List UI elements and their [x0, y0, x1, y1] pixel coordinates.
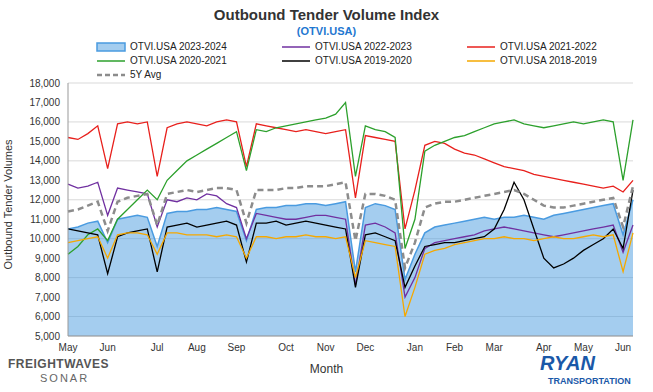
html-text:OTVI.USA 2023-2024: OTVI.USA 2023-2024	[130, 41, 227, 52]
svg-text:18,000: 18,000	[29, 78, 60, 89]
html-text:Month: Month	[309, 362, 344, 376]
html-text:Outbound Tender Volume Index: Outbound Tender Volume Index	[213, 6, 440, 23]
svg-text:17,000: 17,000	[29, 97, 60, 108]
html-text:OTVI.USA 2020-2021: OTVI.USA 2020-2021	[130, 55, 227, 66]
svg-text:May: May	[574, 342, 593, 353]
html-text:RYAN: RYAN	[540, 352, 595, 374]
svg-text:Nov: Nov	[317, 342, 335, 353]
svg-text:14,000: 14,000	[29, 155, 60, 166]
html-text:OTVI.USA 2021-2022: OTVI.USA 2021-2022	[500, 41, 597, 52]
svg-text:Outbound Tender Volumes: Outbound Tender Volumes	[8, 139, 14, 270]
html-text:OTVI.USA 2019-2020: OTVI.USA 2019-2020	[315, 55, 412, 66]
svg-text:Sep: Sep	[228, 342, 246, 353]
svg-text:12,000: 12,000	[29, 194, 60, 205]
svg-text:10,000: 10,000	[29, 233, 60, 244]
svg-text:Aug: Aug	[188, 342, 206, 353]
html-text:FREIGHTWAVES: FREIGHTWAVES	[8, 357, 110, 371]
svg-text:5,000: 5,000	[35, 331, 60, 342]
html-text:TRANSPORTATION: TRANSPORTATION	[548, 376, 631, 386]
svg-text:16,000: 16,000	[29, 116, 60, 127]
html-text:SONAR: SONAR	[40, 372, 90, 384]
svg-text:May: May	[59, 342, 78, 353]
svg-text:Jul: Jul	[151, 342, 164, 353]
svg-text:15,000: 15,000	[29, 136, 60, 147]
svg-text:7,000: 7,000	[35, 292, 60, 303]
html-text:OTVI.USA 2018-2019: OTVI.USA 2018-2019	[500, 55, 597, 66]
svg-text:11,000: 11,000	[30, 214, 60, 225]
svg-text:Jan: Jan	[407, 342, 423, 353]
svg-text:Dec: Dec	[356, 342, 374, 353]
svg-text:13,000: 13,000	[29, 175, 60, 186]
svg-text:Mar: Mar	[486, 342, 504, 353]
svg-text:Jun: Jun	[100, 342, 116, 353]
svg-text:6,000: 6,000	[35, 311, 60, 322]
svg-text:Apr: Apr	[536, 342, 552, 353]
svg-text:Jun: Jun	[615, 342, 631, 353]
html-text:OTVI.USA 2022-2023: OTVI.USA 2022-2023	[315, 41, 412, 52]
html-text:(OTVI.USA): (OTVI.USA)	[296, 25, 357, 37]
svg-text:9,000: 9,000	[35, 253, 60, 264]
svg-text:8,000: 8,000	[35, 272, 60, 283]
svg-text:Feb: Feb	[446, 342, 464, 353]
svg-text:Oct: Oct	[278, 342, 294, 353]
html-text:5Y Avg: 5Y Avg	[130, 69, 162, 80]
